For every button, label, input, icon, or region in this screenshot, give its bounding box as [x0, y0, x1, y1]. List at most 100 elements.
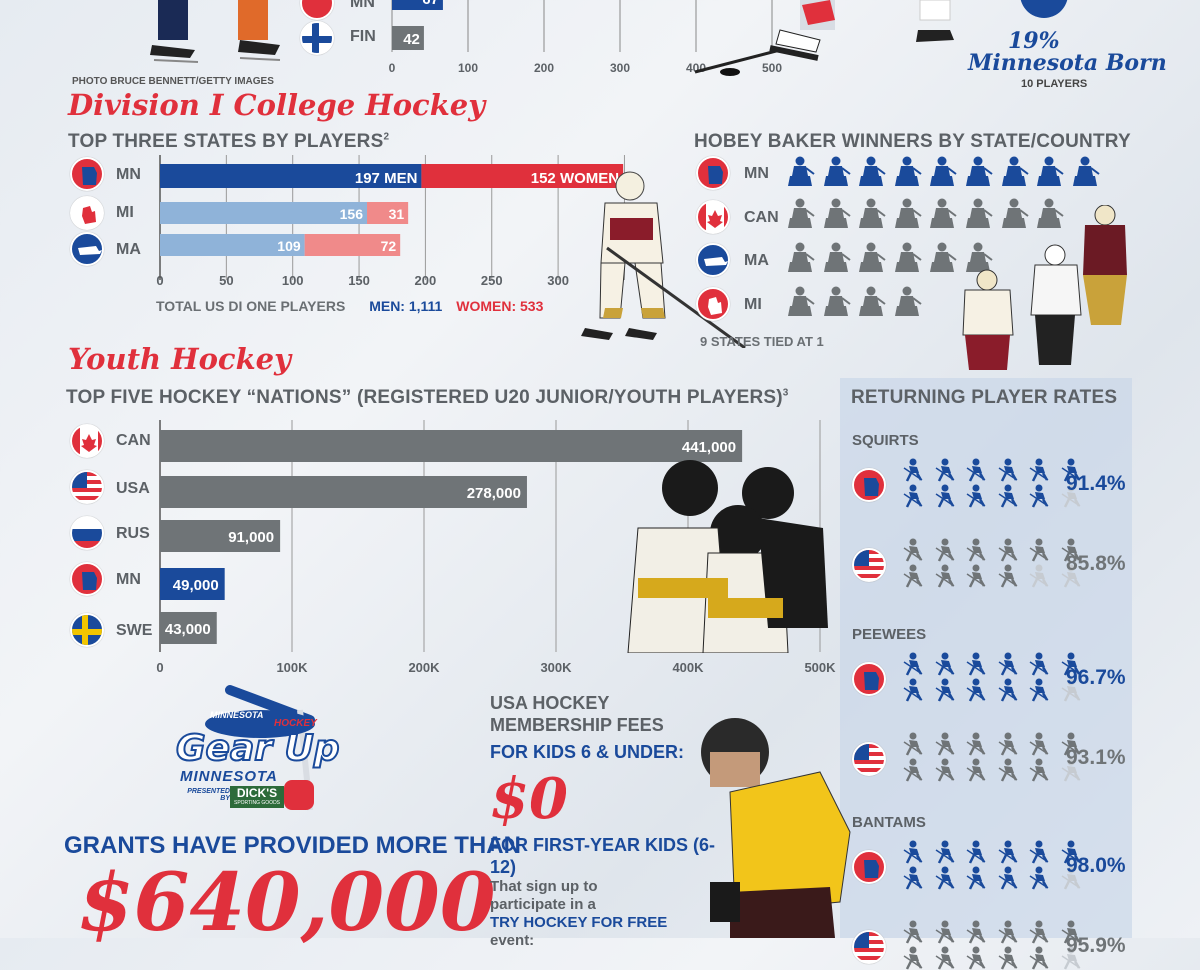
youth-players-photo	[618, 458, 833, 654]
skater-icon	[903, 564, 923, 588]
skater-icon	[1029, 458, 1049, 482]
fees-first-year-label: FOR FIRST-YEAR KIDS (6-12)	[490, 835, 716, 877]
top-tick-label: 200	[534, 61, 554, 75]
college-player-photo	[565, 168, 746, 350]
youth-bar-label: 441,000	[682, 439, 736, 456]
fees-kids-amount: $0	[490, 766, 568, 832]
youth-subtitle-text: TOP FIVE HOCKEY “NATIONS” (REGISTERED U2…	[66, 387, 783, 408]
college-footnote: 2	[383, 131, 390, 143]
minnesota-map-icon	[852, 850, 886, 884]
hobey-trophy-icon	[966, 156, 993, 186]
player-stick-illustration	[694, 0, 835, 76]
skater-icon	[998, 538, 1017, 562]
skater-icon	[903, 732, 923, 756]
skater-icon	[1061, 458, 1080, 482]
skater-icon	[1029, 866, 1049, 890]
youth-label-mn: MN	[116, 571, 141, 588]
youth-bar	[160, 612, 217, 644]
college-tick-label: 0	[156, 273, 163, 288]
hobey-trophy-icon	[930, 242, 957, 272]
canada-flag-icon	[70, 424, 104, 458]
hobey-trophy-icon	[859, 198, 886, 228]
youth-tick-label: 200K	[408, 660, 440, 675]
college-total-label: TOTAL US DI ONE PLAYERS	[156, 298, 346, 314]
college-totals: TOTAL US DI ONE PLAYERS MEN: 1,111 WOMEN…	[156, 298, 543, 314]
massachusetts-map-icon	[696, 243, 730, 277]
college-subtitle: TOP THREE STATES BY PLAYERS2	[68, 131, 389, 153]
skater-icon	[1029, 538, 1049, 562]
college-label-mn: MN	[116, 166, 141, 183]
top-tick-label: 100	[458, 61, 478, 75]
mn-born-icon	[1020, 0, 1068, 18]
gear-up-logo-hockey: HOCKEY	[274, 718, 317, 729]
skater-icon	[935, 946, 954, 970]
returning-group-name: PEEWEES	[852, 626, 927, 643]
usa-flag-icon	[852, 742, 886, 776]
skater-icon	[998, 732, 1017, 756]
skater-icon	[998, 866, 1017, 890]
usa-flag-icon	[70, 470, 104, 504]
skater-icon	[903, 678, 923, 702]
top-bar	[392, 26, 424, 50]
hobey-trophy-icon	[788, 242, 815, 272]
college-label-mi: MI	[116, 204, 134, 221]
youth-bar	[160, 476, 527, 508]
youth-bar	[160, 520, 281, 552]
college-bar-women-label: 152 WOMEN	[531, 170, 619, 187]
hobey-trophy-icon	[823, 156, 851, 186]
college-players-photo-right	[945, 204, 1135, 380]
canada-flag-icon	[696, 200, 730, 234]
player-skates-illustration	[150, 0, 281, 63]
skater-icon	[935, 484, 954, 508]
minnesota-map-icon	[852, 662, 886, 696]
goalie-photo	[910, 0, 980, 45]
skater-icon	[935, 866, 954, 890]
skater-icon	[903, 538, 923, 562]
hobey-trophy-icon	[1037, 156, 1064, 186]
youth-bar-label: 49,000	[173, 577, 219, 594]
college-bar-women	[304, 234, 401, 256]
youth-section-title: Youth Hockey	[68, 342, 291, 376]
skater-icon	[966, 946, 986, 970]
returning-group-name: SQUIRTS	[852, 432, 919, 449]
hobey-trophy-icon	[1001, 156, 1029, 186]
minnesota-map-icon	[70, 562, 104, 596]
minnesota-map-icon	[70, 157, 104, 191]
hobey-trophy-icon	[966, 198, 993, 228]
skater-icon	[1061, 758, 1080, 782]
college-bar-men-label: 156	[340, 206, 364, 222]
skater-icon	[935, 732, 954, 756]
college-tick-label: 50	[219, 273, 233, 288]
skater-icon	[1029, 678, 1049, 702]
skater-icon	[966, 538, 986, 562]
skater-icon	[903, 840, 923, 864]
top-player-photo-right	[690, 0, 850, 80]
skater-icon	[1029, 758, 1049, 782]
skater-icon	[1029, 652, 1049, 676]
top-chart: 01002003004005006742	[389, 0, 782, 75]
hobey-label-ma: MA	[744, 252, 769, 269]
returning-panel	[840, 378, 1132, 938]
dicks-sponsor-logo: DICK'S SPORTING GOODS	[230, 786, 284, 808]
skater-icon	[1061, 484, 1080, 508]
hobey-note: 9 STATES TIED AT 1	[700, 334, 824, 349]
skater-icon	[1029, 484, 1049, 508]
minnesota-map-icon	[852, 468, 886, 502]
minnesota-map-icon	[300, 0, 334, 20]
sweden-flag-icon	[70, 613, 104, 647]
hobey-trophy-icon	[894, 198, 922, 228]
skater-icon	[998, 678, 1017, 702]
hobey-trophy-icon	[823, 198, 851, 228]
hobey-trophy-icon	[894, 156, 922, 186]
minnesota-map-icon	[696, 156, 730, 190]
skater-icon	[1029, 920, 1049, 944]
usa-flag-icon	[852, 930, 886, 964]
college-tick-label: 250	[481, 273, 503, 288]
skater-icon	[998, 758, 1017, 782]
hobey-label-can: CAN	[744, 209, 779, 226]
skater-icon	[998, 840, 1017, 864]
college-bar-women-label: 31	[389, 206, 405, 222]
college-bar-women	[367, 202, 409, 224]
skater-icon	[1029, 840, 1049, 864]
college-bar-women	[421, 164, 624, 188]
